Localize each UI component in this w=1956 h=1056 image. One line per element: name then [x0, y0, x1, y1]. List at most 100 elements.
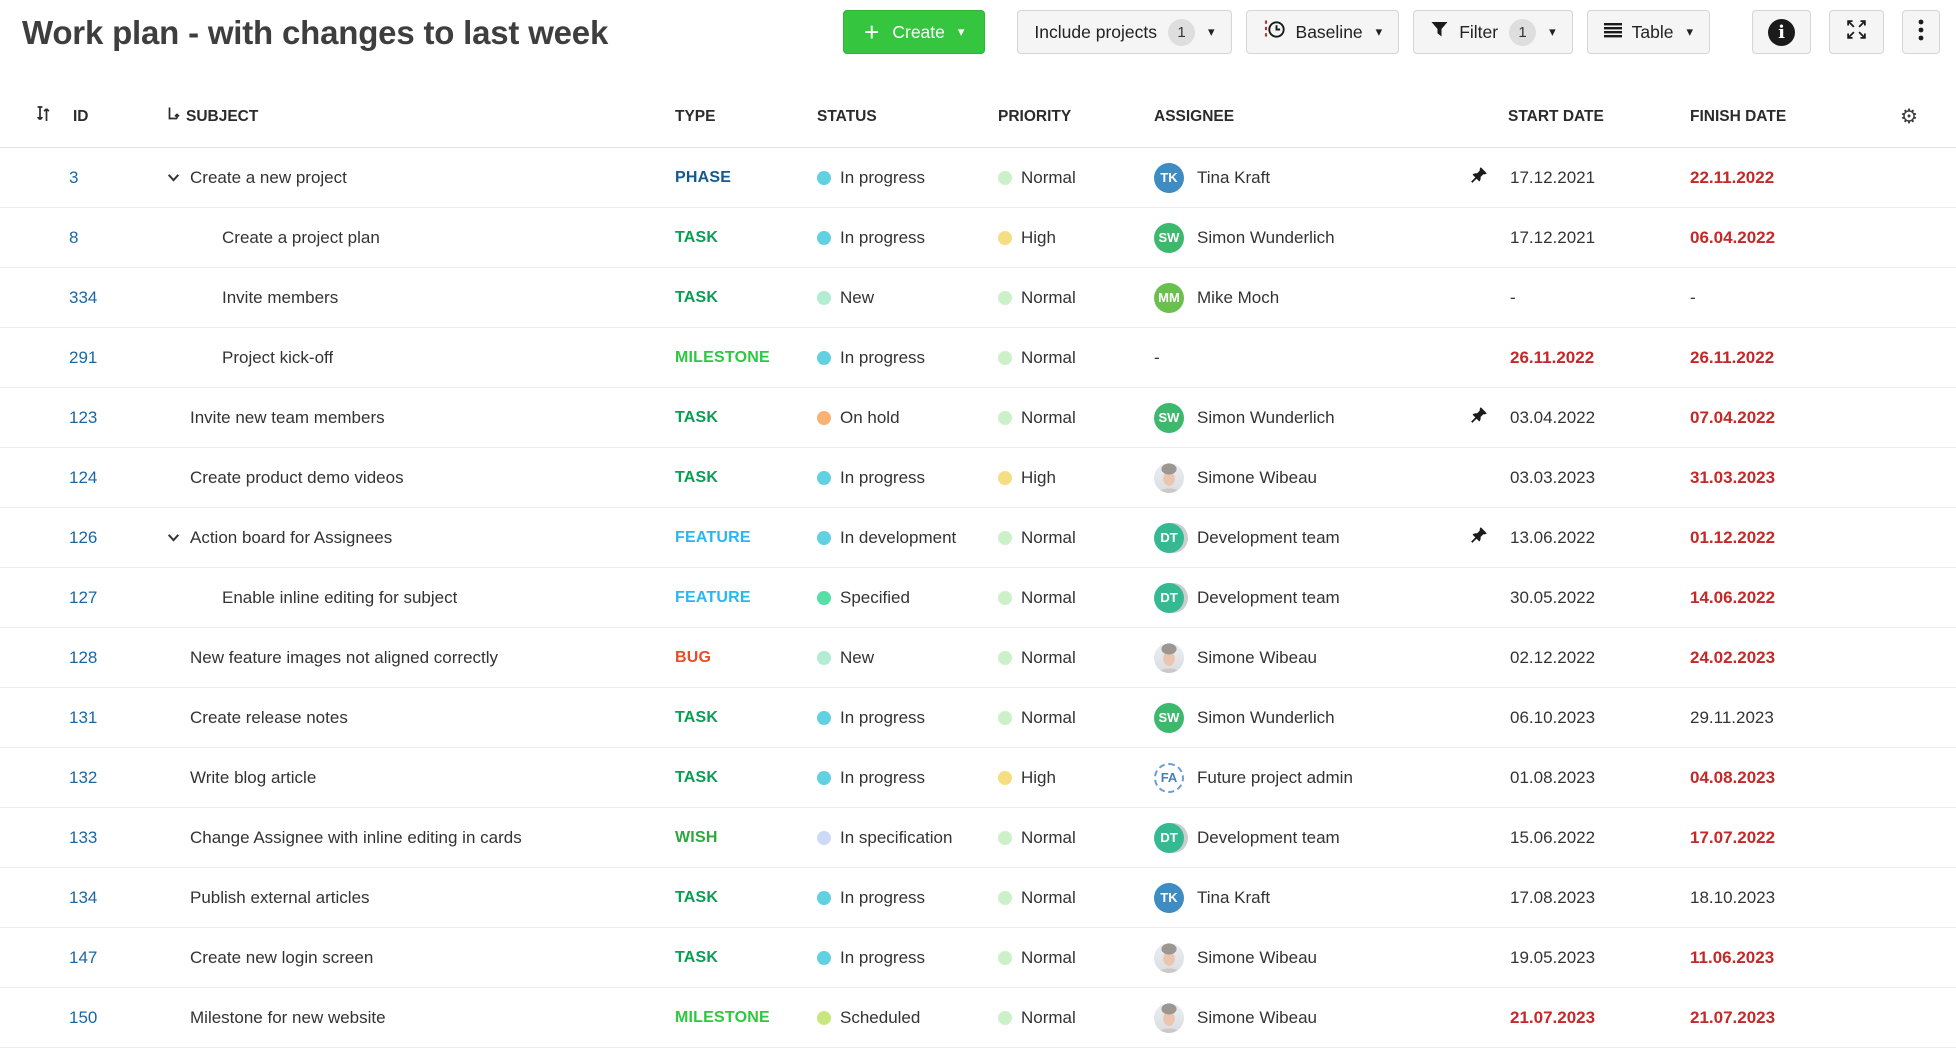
hierarchy-icon[interactable]	[166, 106, 181, 127]
priority-cell[interactable]: Normal	[985, 348, 1145, 368]
status-cell[interactable]: In progress	[805, 708, 985, 728]
priority-cell[interactable]: Normal	[985, 288, 1145, 308]
subject-text[interactable]: Create new login screen	[190, 947, 374, 967]
work-package-id-link[interactable]: 131	[69, 707, 98, 727]
assignee-name[interactable]: Simon Wunderlich	[1197, 707, 1335, 727]
start-date[interactable]: 03.03.2023	[1510, 467, 1596, 487]
priority-cell[interactable]: Normal	[985, 888, 1145, 908]
finish-date[interactable]: 07.04.2022	[1690, 407, 1776, 427]
status-cell[interactable]: On hold	[805, 408, 985, 428]
start-date[interactable]: 21.07.2023	[1510, 1007, 1596, 1027]
table-row[interactable]: 134 Publish external articles TASK In progr…	[0, 868, 1956, 928]
assignee-name[interactable]: Mike Moch	[1197, 287, 1280, 307]
priority-cell[interactable]: Normal	[985, 408, 1145, 428]
table-row[interactable]: 128 New feature images not aligned correc…	[0, 628, 1956, 688]
table-row[interactable]: 150 Milestone for new website MILESTONE Sch…	[0, 988, 1956, 1048]
subject-text[interactable]: New feature images not aligned correctly	[190, 647, 499, 667]
type-label[interactable]: TASK	[675, 468, 719, 486]
subject-text[interactable]: Invite new team members	[190, 407, 385, 427]
finish-date-cell[interactable]: 31.03.2023	[1620, 468, 1806, 488]
assignee-cell[interactable]: SW Simon Wunderlich	[1145, 702, 1434, 733]
assignee-cell[interactable]: Simone Wibeau	[1145, 1002, 1434, 1033]
type-label[interactable]: FEATURE	[675, 528, 751, 546]
start-date-cell[interactable]: 21.07.2023	[1434, 1008, 1620, 1028]
finish-date-cell[interactable]: 22.11.2022	[1620, 168, 1806, 188]
finish-date[interactable]: 14.06.2022	[1690, 587, 1776, 607]
sort-icon[interactable]	[35, 105, 51, 128]
work-package-id-link[interactable]: 132	[69, 767, 98, 787]
assignee-name[interactable]: Simon Wunderlich	[1197, 227, 1335, 247]
collapse-chevron-icon[interactable]	[166, 170, 182, 185]
assignee-cell[interactable]: SW Simon Wunderlich	[1145, 222, 1434, 253]
start-date[interactable]: -	[1510, 287, 1516, 307]
assignee-name[interactable]: Tina Kraft	[1197, 167, 1271, 187]
finish-date[interactable]: 17.07.2022	[1690, 827, 1776, 847]
start-date[interactable]: 19.05.2023	[1510, 947, 1596, 967]
start-date-cell[interactable]: 13.06.2022	[1434, 526, 1620, 549]
finish-date-cell[interactable]: 29.11.2023	[1620, 708, 1806, 728]
finish-date[interactable]: 01.12.2022	[1690, 527, 1776, 547]
finish-date[interactable]: 31.03.2023	[1690, 467, 1776, 487]
assignee-name[interactable]: Development team	[1197, 527, 1340, 547]
start-date[interactable]: 15.06.2022	[1510, 827, 1596, 847]
type-label[interactable]: TASK	[675, 708, 719, 726]
assignee-cell[interactable]: DT Development team	[1145, 522, 1434, 553]
subject-text[interactable]: Enable inline editing for subject	[222, 587, 458, 607]
work-package-id-link[interactable]: 128	[69, 647, 98, 667]
work-package-id-link[interactable]: 134	[69, 887, 98, 907]
finish-date[interactable]: -	[1690, 287, 1696, 307]
priority-cell[interactable]: Normal	[985, 828, 1145, 848]
priority-cell[interactable]: Normal	[985, 708, 1145, 728]
type-label[interactable]: TASK	[675, 888, 719, 906]
work-package-id-link[interactable]: 3	[69, 167, 79, 187]
collapse-chevron-icon[interactable]	[166, 530, 182, 545]
finish-date[interactable]: 22.11.2022	[1690, 167, 1775, 187]
start-date-cell[interactable]: 01.08.2023	[1434, 768, 1620, 788]
finish-date-cell[interactable]: 01.12.2022	[1620, 528, 1806, 548]
assignee-name[interactable]: Simone Wibeau	[1197, 647, 1318, 667]
assignee-empty[interactable]: -	[1154, 347, 1160, 367]
type-label[interactable]: PHASE	[675, 168, 732, 186]
priority-cell[interactable]: High	[985, 228, 1145, 248]
type-label[interactable]: FEATURE	[675, 588, 751, 606]
type-label[interactable]: TASK	[675, 228, 719, 246]
finish-date[interactable]: 04.08.2023	[1690, 767, 1776, 787]
fullscreen-button[interactable]	[1829, 10, 1884, 54]
finish-date-cell[interactable]: 24.02.2023	[1620, 648, 1806, 668]
finish-date[interactable]: 26.11.2022	[1690, 347, 1775, 367]
assignee-cell[interactable]: FA Future project admin	[1145, 762, 1434, 793]
start-date[interactable]: 17.12.2021	[1510, 167, 1596, 187]
status-cell[interactable]: In specification	[805, 828, 985, 848]
column-header-id[interactable]: ID	[20, 105, 166, 128]
start-date[interactable]: 30.05.2022	[1510, 587, 1596, 607]
start-date[interactable]: 17.12.2021	[1510, 227, 1596, 247]
start-date-cell[interactable]: 03.04.2022	[1434, 406, 1620, 429]
column-header-assignee[interactable]: ASSIGNEE	[1154, 107, 1235, 125]
column-header-start-date[interactable]: START DATE	[1508, 107, 1604, 125]
column-header-subject[interactable]: SUBJECT	[166, 106, 626, 127]
table-row[interactable]: 133 Change Assignee with inline editing i…	[0, 808, 1956, 868]
status-cell[interactable]: In development	[805, 528, 985, 548]
status-cell[interactable]: In progress	[805, 768, 985, 788]
assignee-name[interactable]: Development team	[1197, 587, 1340, 607]
start-date-cell[interactable]: 19.05.2023	[1434, 948, 1620, 968]
start-date-cell[interactable]: 03.03.2023	[1434, 468, 1620, 488]
finish-date[interactable]: 11.06.2023	[1690, 947, 1775, 967]
status-cell[interactable]: In progress	[805, 888, 985, 908]
subject-text[interactable]: Action board for Assignees	[190, 527, 393, 547]
assignee-cell[interactable]: DT Development team	[1145, 582, 1434, 613]
finish-date-cell[interactable]: 18.10.2023	[1620, 888, 1806, 908]
work-package-id-link[interactable]: 133	[69, 827, 98, 847]
table-row[interactable]: 127 Enable inline editing for subject FEAT…	[0, 568, 1956, 628]
work-package-id-link[interactable]: 124	[69, 467, 98, 487]
finish-date-cell[interactable]: 17.07.2022	[1620, 828, 1806, 848]
assignee-cell[interactable]: DT Development team	[1145, 822, 1434, 853]
status-cell[interactable]: In progress	[805, 168, 985, 188]
work-package-id-link[interactable]: 127	[69, 587, 98, 607]
start-date[interactable]: 26.11.2022	[1510, 347, 1595, 367]
column-header-finish-date[interactable]: FINISH DATE	[1690, 107, 1787, 125]
finish-date[interactable]: 06.04.2022	[1690, 227, 1776, 247]
column-header-status[interactable]: STATUS	[817, 107, 877, 125]
start-date-cell[interactable]: 17.12.2021	[1434, 166, 1620, 189]
table-row[interactable]: 123 Invite new team members TASK On hold Nor…	[0, 388, 1956, 448]
